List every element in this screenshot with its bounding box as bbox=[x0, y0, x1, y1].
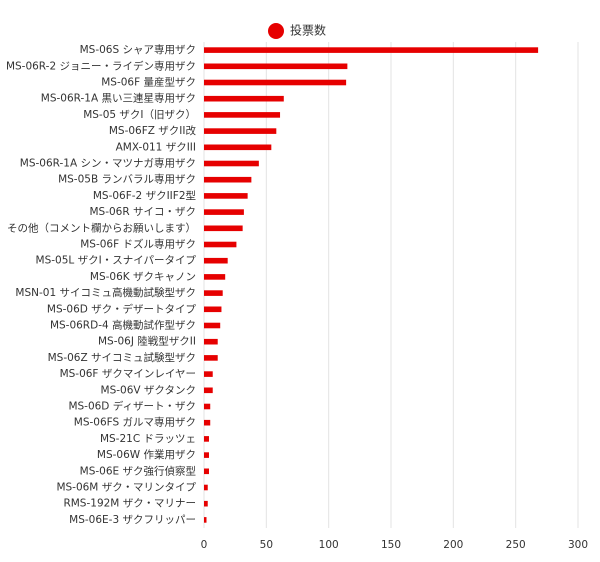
y-tick-label: MS-06M ザク・マリンタイプ bbox=[56, 482, 196, 494]
bar bbox=[204, 387, 213, 394]
y-tick-label: MS-06Z サイコミュ試験型ザク bbox=[48, 351, 196, 364]
bar bbox=[204, 160, 259, 167]
bar bbox=[204, 484, 208, 491]
x-tick-label: 50 bbox=[260, 539, 273, 551]
bar bbox=[204, 257, 228, 264]
x-tick-label: 200 bbox=[443, 539, 463, 551]
y-tick-label: MS-06K ザクキャノン bbox=[90, 271, 196, 283]
y-tick-label: MS-05B ランバラル専用ザク bbox=[58, 174, 196, 186]
bar bbox=[204, 144, 272, 151]
x-tick-label: 150 bbox=[381, 539, 401, 551]
y-tick-label: MS-06R-1A 黒い三連星専用ザク bbox=[41, 92, 196, 105]
bar bbox=[204, 468, 209, 475]
bar bbox=[204, 355, 218, 361]
bar bbox=[204, 452, 209, 458]
y-tick-label: RMS-192M ザク・マリナー bbox=[63, 498, 196, 510]
y-tick-label: MS-06V ザクタンク bbox=[101, 384, 196, 396]
y-tick-label: MS-06FS ガルマ専用ザク bbox=[74, 417, 196, 429]
y-tick-label: MS-06RD-4 高機動試作型ザク bbox=[50, 319, 196, 332]
bar bbox=[204, 209, 244, 215]
bar bbox=[204, 322, 221, 329]
bar bbox=[204, 290, 223, 296]
y-tick-label: MS-06F ドズル専用ザク bbox=[80, 238, 196, 251]
bar bbox=[204, 403, 211, 410]
y-tick-label: MS-06FZ ザクII改 bbox=[109, 124, 197, 137]
bar bbox=[204, 306, 222, 313]
bar bbox=[204, 338, 218, 345]
bar bbox=[204, 95, 284, 102]
bar bbox=[204, 436, 209, 442]
bar bbox=[204, 193, 248, 199]
bar bbox=[204, 128, 277, 134]
x-tick-label: 0 bbox=[201, 539, 208, 551]
bar bbox=[204, 176, 252, 183]
bar bbox=[204, 241, 237, 248]
y-tick-label: MS-06D ザク・デザートタイプ bbox=[47, 302, 197, 315]
y-tick-label: MS-06F-2 ザクIIF2型 bbox=[93, 189, 196, 202]
legend-label: 投票数 bbox=[290, 23, 326, 38]
x-tick-label: 100 bbox=[319, 539, 339, 551]
y-tick-label: MS-06E ザク強行偵察型 bbox=[80, 464, 196, 477]
bar bbox=[204, 517, 207, 523]
y-tick-label: MS-06S シャア専用ザク bbox=[80, 44, 196, 56]
y-tick-label: MS-06J 陸戦型ザクII bbox=[98, 335, 196, 348]
y-tick-label: MS-06F 量産型ザク bbox=[101, 76, 196, 89]
bar bbox=[204, 112, 281, 118]
y-tick-label: MS-06R-1A シン・マツナガ専用ザク bbox=[20, 158, 196, 170]
bar bbox=[204, 225, 243, 232]
y-tick-label: MS-06F ザクマインレイヤー bbox=[60, 368, 196, 380]
y-tick-label: MS-21C ドラッツェ bbox=[100, 433, 196, 445]
legend-marker bbox=[268, 23, 284, 39]
y-tick-label: MS-05 ザクI（旧ザク） bbox=[83, 109, 196, 121]
x-tick-label: 250 bbox=[506, 539, 526, 551]
bar bbox=[204, 79, 347, 86]
y-tick-label: MS-06R サイコ・ザク bbox=[89, 206, 196, 218]
bar bbox=[204, 47, 539, 53]
y-tick-label: MS-05L ザクI・スナイパータイプ bbox=[36, 255, 197, 267]
bar bbox=[204, 371, 213, 377]
bar bbox=[204, 63, 348, 70]
y-tick-label: MS-06R-2 ジョニー・ライデン専用ザク bbox=[6, 59, 196, 72]
bar bbox=[204, 419, 211, 426]
y-tick-label: MS-06D ディザート・ザク bbox=[68, 400, 196, 413]
y-tick-label: AMX-011 ザクIII bbox=[116, 141, 196, 153]
y-tick-label: その他（コメント欄からお願いします） bbox=[7, 221, 196, 234]
y-tick-label: MS-06W 作業用ザク bbox=[97, 448, 196, 461]
bar bbox=[204, 500, 208, 507]
y-tick-label: MS-06E-3 ザクフリッパー bbox=[69, 514, 196, 526]
bar bbox=[204, 274, 226, 280]
x-tick-label: 300 bbox=[568, 539, 588, 551]
y-tick-label: MSN-01 サイコミュ高機動試験型ザク bbox=[15, 286, 196, 299]
